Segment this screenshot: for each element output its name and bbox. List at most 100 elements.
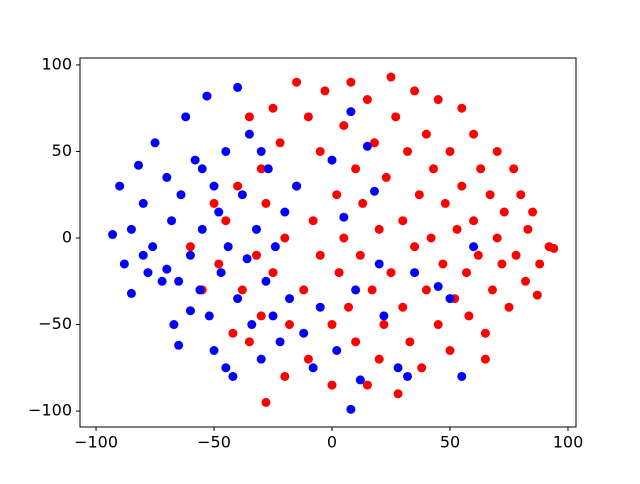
point [174, 276, 184, 286]
point [299, 328, 309, 338]
point [511, 250, 521, 260]
point [391, 112, 401, 122]
point [410, 268, 420, 278]
point [126, 224, 136, 234]
point [308, 363, 318, 373]
point [457, 371, 467, 381]
point [426, 233, 436, 243]
point [351, 337, 361, 347]
point [244, 129, 254, 139]
point [115, 181, 125, 191]
point [263, 164, 273, 174]
point [549, 243, 559, 253]
point [233, 82, 243, 92]
point [445, 146, 455, 156]
point [327, 380, 337, 390]
point [469, 216, 479, 226]
point [169, 320, 179, 330]
point [452, 224, 462, 234]
point [285, 320, 295, 330]
point [126, 288, 136, 298]
point [405, 337, 415, 347]
point [209, 346, 219, 355]
point [308, 216, 318, 226]
point [346, 404, 356, 414]
y-tick-label: 50 [52, 141, 72, 160]
point [523, 224, 533, 234]
point [532, 290, 542, 300]
point [303, 354, 313, 364]
point [285, 294, 295, 304]
point [492, 146, 502, 156]
x-tick-label: −100 [74, 433, 118, 452]
point [252, 250, 262, 260]
point [150, 138, 160, 148]
point [181, 112, 191, 122]
point [464, 311, 474, 321]
point [480, 354, 490, 364]
point [108, 230, 118, 240]
point [362, 380, 372, 390]
point [369, 138, 379, 148]
point [261, 276, 271, 286]
point [487, 285, 497, 295]
point [480, 328, 490, 338]
y-tick-label: 0 [62, 228, 72, 247]
point [421, 129, 431, 139]
point [339, 212, 349, 222]
point [174, 340, 184, 350]
point [299, 285, 309, 295]
point [176, 190, 186, 200]
point [134, 160, 144, 170]
point [195, 285, 205, 295]
point [497, 259, 507, 269]
point [362, 95, 372, 105]
point [256, 354, 266, 364]
point [185, 250, 195, 260]
point [504, 302, 514, 312]
point [252, 224, 262, 234]
point [242, 254, 252, 264]
point [393, 363, 403, 373]
point [386, 72, 396, 82]
point [244, 337, 254, 347]
point [143, 268, 153, 278]
point [185, 306, 195, 316]
point [162, 264, 172, 274]
point [499, 207, 509, 217]
point [209, 181, 219, 191]
point [315, 250, 325, 260]
x-tick-label: −50 [197, 433, 231, 452]
point [346, 77, 356, 87]
y-tick-label: −100 [28, 401, 72, 420]
point [403, 371, 413, 381]
point [221, 216, 231, 226]
point [492, 233, 502, 243]
point [233, 294, 243, 304]
point [228, 328, 238, 338]
point [261, 397, 271, 407]
point [327, 320, 337, 330]
x-tick-label: 0 [327, 433, 337, 452]
point [185, 242, 195, 252]
point [256, 311, 266, 321]
point [268, 311, 278, 321]
point [398, 302, 408, 312]
axes-frame [79, 57, 577, 428]
point [216, 268, 226, 278]
point [516, 190, 526, 200]
point [386, 268, 396, 278]
point [351, 285, 361, 295]
point [410, 86, 420, 96]
point [457, 103, 467, 113]
point [221, 363, 231, 373]
point [162, 172, 172, 182]
point [292, 181, 302, 191]
point [374, 354, 384, 364]
point [237, 285, 247, 295]
point [355, 375, 365, 385]
point [268, 103, 278, 113]
point [261, 198, 271, 208]
point [315, 146, 325, 156]
